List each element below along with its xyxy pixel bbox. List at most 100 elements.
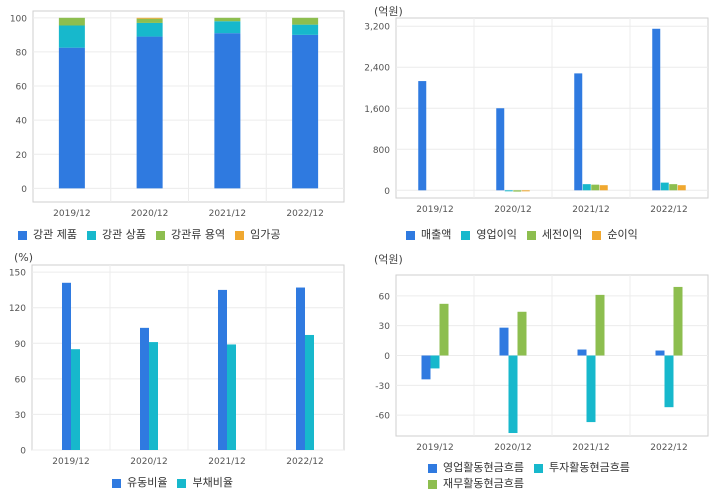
bar [595, 294, 605, 356]
legend-swatch [592, 230, 602, 240]
bar [508, 355, 518, 434]
bar [586, 355, 596, 423]
x-tick-label: 2020/12 [494, 443, 531, 453]
legend-swatch [86, 230, 96, 240]
x-tick-label: 2022/12 [650, 205, 687, 215]
legend-swatch [526, 230, 536, 240]
bar-segment [214, 33, 241, 189]
legend-item[interactable]: 강관류 용역 [155, 227, 226, 243]
y-tick-label: 120 [9, 304, 26, 314]
ratio-legend: 유동비율 부채비율 [112, 475, 352, 491]
bar [421, 355, 431, 380]
y-tick-label: 60 [16, 83, 28, 93]
legend-label: 강관 제품 [33, 228, 77, 241]
y-tick-label: 90 [15, 340, 27, 350]
ratio-chart: 0 30 60 90 120 150 2019/12 2020/12 2021/12 2022/1… [9, 264, 345, 467]
legend-swatch [177, 478, 187, 488]
legend-item[interactable]: 세전이익 [526, 227, 583, 243]
y-tick-label: 20 [16, 151, 28, 161]
legend-swatch [428, 463, 437, 473]
x-tick-label: 2020/12 [130, 457, 167, 467]
legend-label: 매출액 [421, 228, 452, 241]
legend-item[interactable]: 임가공 [235, 227, 280, 243]
legend-label: 순이익 [607, 228, 638, 241]
product-mix-chart: 0 20 40 60 80 100 2019/12 2020/12 2021/12 2022/12 [10, 10, 345, 219]
bar [517, 311, 527, 356]
legend-label: 영업이익 [476, 228, 517, 241]
ratio-unit-label: (%) [14, 251, 34, 264]
bar-segment [214, 21, 241, 34]
bar [140, 327, 149, 450]
x-tick-label: 2022/12 [286, 457, 323, 467]
x-tick-label: 2021/12 [209, 209, 246, 219]
chart-panel-ratios: (%) 0 30 60 90 120 150 2019/12 2020/12 2021/12 20… [0, 248, 360, 496]
bar [677, 185, 686, 191]
bar [591, 184, 600, 191]
y-tick-label: 40 [16, 117, 28, 127]
y-tick-label: 0 [384, 352, 390, 362]
income-chart: 0 800 1,600 2,400 3,200 2019/12 2020/12 2021/12… [364, 17, 709, 215]
legend-item[interactable]: 유동비율 [112, 475, 167, 491]
legend-label: 세전이익 [541, 228, 583, 241]
legend-item[interactable]: 부채비율 [177, 475, 233, 491]
legend-label: 강관류 용역 [170, 228, 226, 241]
x-tick-label: 2021/12 [572, 443, 609, 453]
x-tick-label: 2022/12 [286, 209, 323, 219]
x-tick-label: 2020/12 [131, 209, 168, 219]
legend-label: 영업활동현금흐름 [443, 461, 524, 474]
bar [660, 182, 669, 191]
bar [673, 286, 683, 356]
legend-label: 유동비율 [127, 476, 168, 489]
bar [521, 190, 530, 192]
x-tick-label: 2022/12 [650, 443, 687, 453]
legend-item[interactable]: 영업이익 [461, 227, 517, 243]
x-tick-label: 2019/12 [52, 457, 89, 467]
chart-panel-income: (억원) 0 800 1,600 2,400 3,200 2019/12 2020/12 20… [360, 0, 720, 248]
bar-segment [136, 36, 163, 189]
y-tick-label: 60 [15, 375, 27, 385]
bar-segment [58, 47, 85, 189]
y-tick-label: 30 [379, 322, 391, 332]
y-tick-label: -30 [375, 382, 390, 392]
bar-segment [136, 22, 163, 37]
legend-swatch [406, 230, 415, 240]
chart-panel-cashflow: (억원) -60 -30 0 30 60 2019/12 2020/12 2021/12 202… [360, 248, 720, 496]
legend-swatch [461, 230, 471, 240]
bar [499, 327, 509, 356]
legend-item[interactable]: 강관 상품 [86, 227, 146, 243]
legend-swatch [155, 230, 165, 240]
x-tick-label: 2021/12 [572, 205, 609, 215]
legend-item[interactable]: 재무활동현금흐름 [428, 476, 524, 492]
bar [574, 73, 583, 191]
income-unit-label: (억원) [374, 5, 403, 18]
bar [504, 190, 513, 192]
x-tick-label: 2019/12 [53, 209, 90, 219]
legend-item[interactable]: 매출액 [406, 227, 451, 243]
legend-swatch [112, 478, 121, 488]
x-tick-label: 2019/12 [416, 443, 453, 453]
bar-segment [292, 24, 319, 35]
cashflow-unit-label: (억원) [374, 253, 403, 266]
x-tick-label: 2020/12 [494, 205, 531, 215]
y-tick-label: 1,600 [364, 105, 390, 115]
bar [664, 355, 674, 408]
bar [71, 349, 80, 450]
bar [652, 28, 661, 191]
x-tick-label: 2021/12 [208, 457, 245, 467]
y-tick-label: 3,200 [364, 23, 390, 33]
bar [305, 334, 314, 450]
y-tick-label: 0 [384, 187, 390, 197]
bar [655, 350, 665, 356]
legend-item[interactable]: 투자활동현금흐름 [533, 460, 630, 476]
legend-item[interactable]: 강관 제품 [18, 227, 77, 243]
bar-segment [58, 17, 85, 26]
y-tick-label: 60 [379, 292, 391, 302]
legend-item[interactable]: 순이익 [592, 227, 638, 243]
bar-segment [292, 17, 319, 25]
legend-swatch [428, 479, 437, 489]
legend-label: 투자활동현금흐름 [548, 461, 630, 474]
bar [430, 355, 440, 369]
legend-item[interactable]: 영업활동현금흐름 [428, 460, 524, 476]
legend-swatch [18, 230, 27, 240]
